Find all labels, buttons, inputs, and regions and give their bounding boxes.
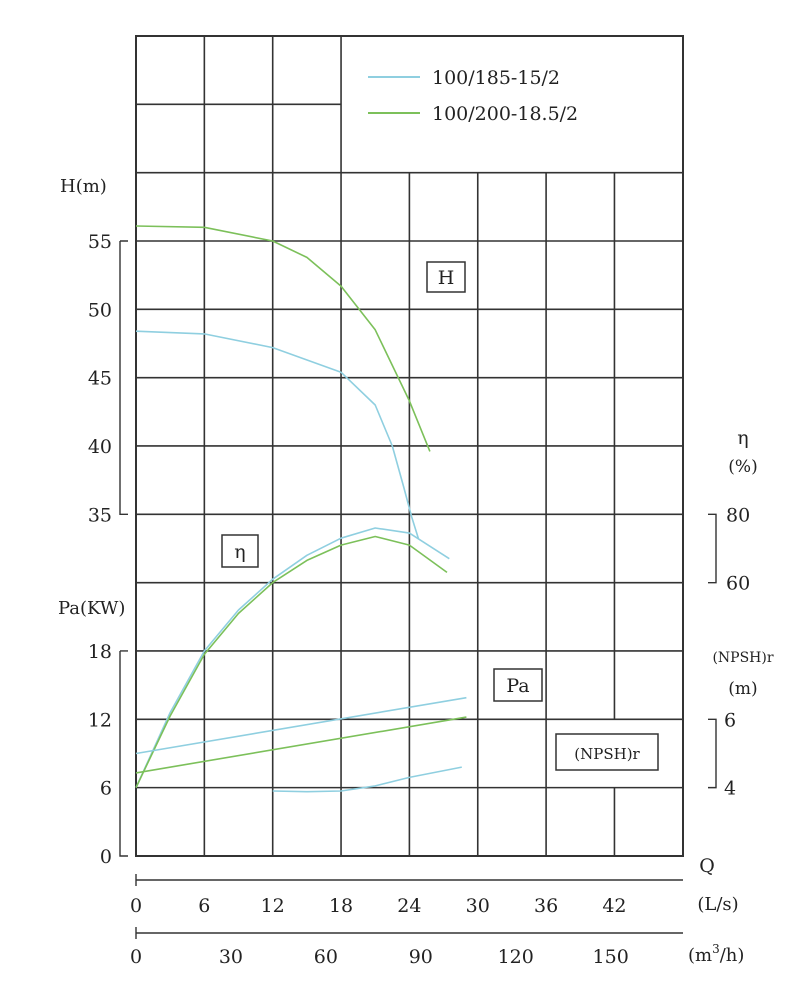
x-tick-m3h: 30 xyxy=(219,946,243,968)
pa-curve-label-box xyxy=(493,668,543,702)
series-h-200 xyxy=(135,225,431,452)
y-axis-unit-eta: (%) xyxy=(728,457,757,477)
eta-curve-label-box xyxy=(221,534,259,568)
x-tick-m3h: 150 xyxy=(593,946,629,968)
h-axis-bracket xyxy=(119,240,128,516)
y-tick-pa: 0 xyxy=(100,846,112,868)
h-curve-label-box xyxy=(426,261,466,293)
x-tick-ls: 42 xyxy=(602,895,626,917)
series-h-185 xyxy=(135,330,420,540)
x-tick-ls: 36 xyxy=(534,895,558,917)
eta-axis-bracket xyxy=(708,513,717,584)
h-curve-label: H xyxy=(438,267,455,289)
unit-tail: /h) xyxy=(720,945,745,966)
y-tick-pa: 12 xyxy=(88,709,112,731)
x-tick-ls: 0 xyxy=(130,895,142,917)
y-axis-unit-npsh: (m) xyxy=(728,679,757,699)
y-axis-label-npsh: (NPSH)r xyxy=(712,650,773,666)
series-pa-185 xyxy=(135,696,467,755)
y-tick-eta: 60 xyxy=(726,573,750,595)
y-axis-label-pa: Pa(KW) xyxy=(58,598,125,619)
x-tick-m3h: 120 xyxy=(498,946,534,968)
npsh-axis-bracket xyxy=(708,718,717,789)
y-tick-npsh: 4 xyxy=(724,778,736,800)
y-tick-pa: 18 xyxy=(88,641,112,663)
x-axis-unit-ls: (L/s) xyxy=(697,894,738,915)
x-tick-ls: 12 xyxy=(261,895,285,917)
y-axis-label-h: H(m) xyxy=(60,176,107,197)
unit-superscript: 3 xyxy=(712,942,720,956)
legend-label: 100/200-18.5/2 xyxy=(432,103,578,125)
y-tick-h: 55 xyxy=(88,231,112,253)
y-tick-h: 50 xyxy=(88,299,112,321)
y-axis-label-eta: η xyxy=(737,427,748,449)
series-npsh-185 xyxy=(272,766,462,793)
pa-curve-label: Pa xyxy=(506,675,529,697)
eta-curve-label: η xyxy=(234,541,245,563)
y-tick-h: 45 xyxy=(88,368,112,390)
x-axis-label-q: Q xyxy=(699,855,715,877)
x-tick-m3h: 60 xyxy=(314,946,338,968)
y-tick-pa: 6 xyxy=(100,778,112,800)
legend-label: 100/185-15/2 xyxy=(432,67,560,89)
x-tick-m3h: 0 xyxy=(130,946,142,968)
y-tick-h: 40 xyxy=(88,436,112,458)
x-tick-m3h: 90 xyxy=(409,946,433,968)
x-tick-ls: 24 xyxy=(397,895,421,917)
npsh-curve-label: (NPSH)r xyxy=(574,745,640,763)
y-tick-npsh: 6 xyxy=(724,709,736,731)
pa-axis-bracket xyxy=(119,650,128,857)
series-eta-200 xyxy=(135,535,448,788)
x-tick-ls: 30 xyxy=(466,895,490,917)
series-eta-185 xyxy=(135,527,450,788)
x-tick-ls: 18 xyxy=(329,895,353,917)
x-tick-ls: 6 xyxy=(198,895,210,917)
x-axis-unit-m3h: (m3/h) xyxy=(688,942,744,966)
series-pa-200 xyxy=(135,716,467,774)
y-tick-h: 35 xyxy=(88,504,112,526)
y-tick-eta: 80 xyxy=(726,504,750,526)
npsh-curve-label-box xyxy=(555,733,659,771)
